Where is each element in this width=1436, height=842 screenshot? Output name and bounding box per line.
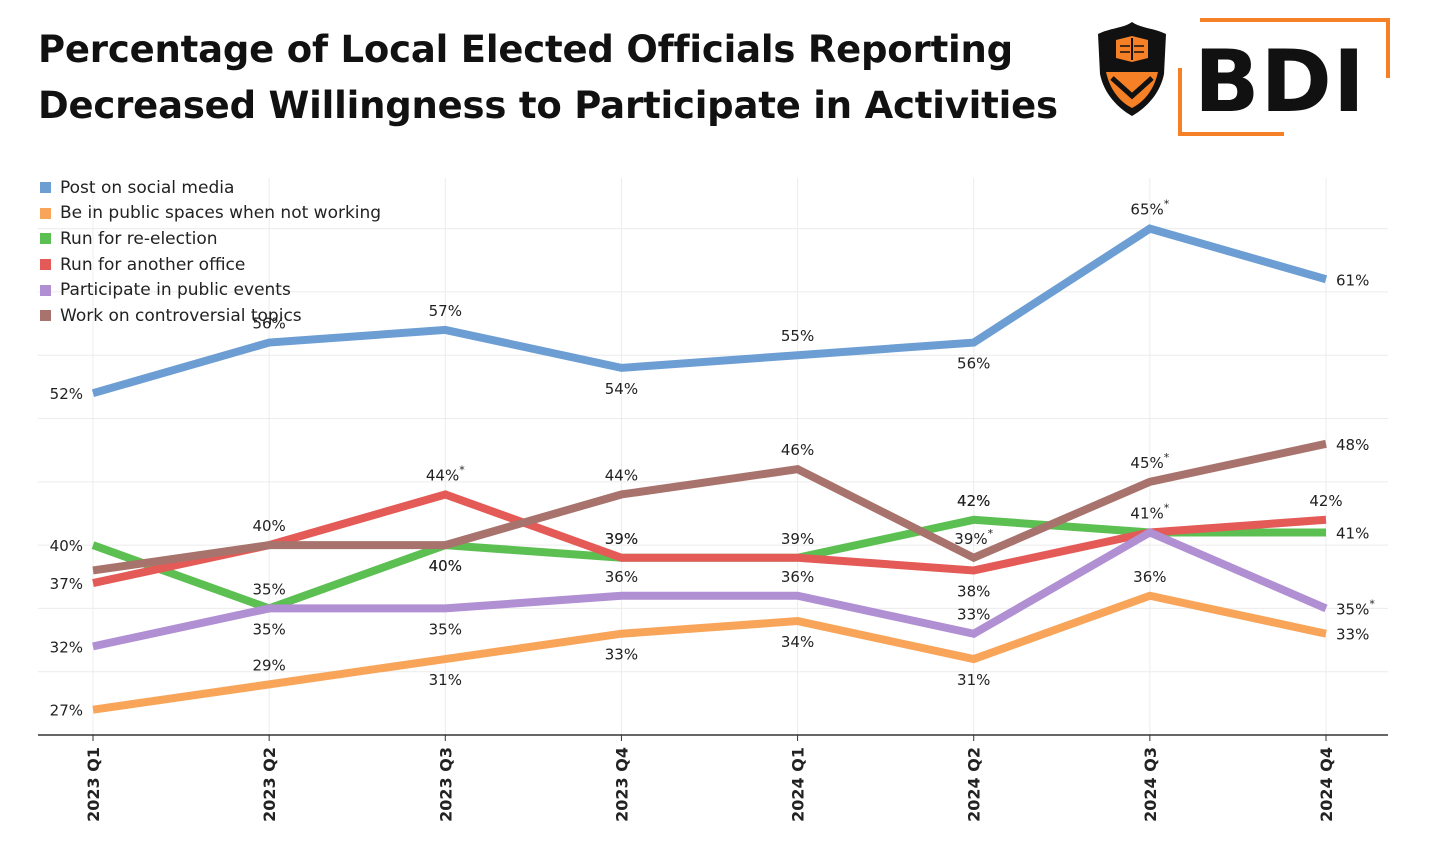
data-label: 35%*	[1336, 597, 1375, 618]
data-label: 56%	[957, 355, 990, 373]
legend-swatch	[40, 310, 51, 322]
data-label: 42%	[957, 492, 990, 510]
x-tick-label: 2023 Q4	[612, 747, 631, 822]
data-labels: 52% 56% 57% 54% 55% 56% 65%* 61% 27% 29% 31% 33% 34%…	[50, 198, 1376, 720]
data-label: 29%	[252, 656, 285, 674]
data-label: 52%	[50, 385, 83, 403]
data-label: 39%	[605, 530, 638, 548]
data-label: 55%	[781, 327, 814, 345]
x-tick-label: 2024 Q1	[789, 747, 808, 822]
legend-label: Post on social media	[60, 177, 235, 198]
x-tick-label: 2023 Q3	[436, 747, 455, 822]
data-label: 42%	[957, 492, 990, 510]
series-line	[92, 591, 1327, 714]
logo-text: BDI	[1194, 32, 1366, 132]
legend-label: Work on controversial topics	[60, 305, 302, 326]
legend-item: Be in public spaces when not working	[40, 201, 381, 227]
data-label: 65%*	[1130, 198, 1169, 219]
data-label: 40%	[429, 557, 462, 575]
data-label: 40%	[252, 517, 285, 535]
chart-title: Percentage of Local Elected Officials Re…	[38, 22, 1088, 134]
data-label: 57%	[429, 302, 462, 320]
legend-label: Participate in public events	[60, 280, 291, 301]
legend-item: Run for re-election	[40, 226, 381, 252]
data-label: 45%*	[1130, 451, 1169, 472]
shield-icon	[1098, 22, 1166, 116]
legend-label: Run for re-election	[60, 228, 218, 249]
x-tick-label: 2023 Q2	[260, 747, 279, 822]
legend-swatch	[40, 182, 51, 194]
data-label: 31%	[957, 671, 990, 689]
legend-swatch	[40, 233, 51, 245]
legend-swatch	[40, 259, 51, 271]
data-label: 33%	[605, 646, 638, 664]
data-label: 27%	[50, 702, 83, 720]
data-label: 38%	[957, 582, 990, 600]
series-line	[92, 439, 1327, 575]
chart-title-line-2: Decreased Willingness to Participate in …	[38, 84, 1058, 127]
data-label: 33%	[1336, 626, 1369, 644]
legend-item: Participate in public events	[40, 277, 381, 303]
series-line	[91, 224, 1328, 398]
x-tick-label: 2024 Q4	[1317, 747, 1336, 822]
data-label: 36%	[605, 568, 638, 586]
legend: Post on social media Be in public spaces …	[40, 175, 381, 329]
data-label: 56%	[252, 315, 285, 333]
x-tick-label: 2024 Q3	[1141, 747, 1160, 822]
x-tick-label: 2023 Q1	[84, 747, 103, 822]
series-lines	[91, 224, 1328, 714]
legend-label: Be in public spaces when not working	[60, 203, 382, 224]
data-label: 35%	[252, 580, 285, 598]
logo-bracket-bottom-left	[1178, 68, 1284, 136]
data-label: 34%	[781, 633, 814, 651]
series-line	[92, 527, 1328, 651]
bdi-logo: BDI	[1098, 18, 1390, 136]
data-label: 36%	[1133, 568, 1166, 586]
data-label: 32%	[50, 638, 83, 656]
x-tick-label: 2024 Q2	[965, 747, 984, 822]
data-label: 31%	[429, 671, 462, 689]
data-label: 39%	[781, 530, 814, 548]
logo-bracket-top-right	[1200, 18, 1390, 78]
data-label: 36%	[781, 568, 814, 586]
data-label: 39%	[605, 530, 638, 548]
data-label: 41%*	[1130, 501, 1169, 522]
series-line	[92, 490, 1327, 588]
data-label: 61%	[1336, 271, 1369, 289]
data-label: 44%*	[426, 463, 465, 484]
data-label: 35%	[252, 620, 285, 638]
data-label: 39%*	[954, 527, 993, 548]
legend-item: Work on controversial topics	[40, 303, 381, 329]
data-label: 37%	[50, 575, 83, 593]
legend-label: Run for another office	[60, 254, 246, 275]
legend-item: Post on social media	[40, 175, 381, 201]
data-label: 40%	[50, 537, 83, 555]
data-label: 35%	[429, 620, 462, 638]
data-label: 46%	[781, 441, 814, 459]
legend-swatch	[40, 207, 51, 219]
data-label: 44%	[605, 466, 638, 484]
data-label: 48%	[1336, 436, 1369, 454]
data-label: 33%	[957, 606, 990, 624]
data-label: 40%	[429, 557, 462, 575]
chart-title-line-1: Percentage of Local Elected Officials Re…	[38, 28, 1013, 71]
data-label: 54%	[605, 380, 638, 398]
x-axis: 2023 Q1 2023 Q2 2023 Q3 2023 Q4 2024 Q1 2024 …	[38, 734, 1388, 822]
legend-item: Run for another office	[40, 252, 381, 278]
legend-swatch	[40, 284, 51, 296]
data-label: 41%	[1336, 524, 1369, 542]
data-label: 42%	[1309, 492, 1342, 510]
